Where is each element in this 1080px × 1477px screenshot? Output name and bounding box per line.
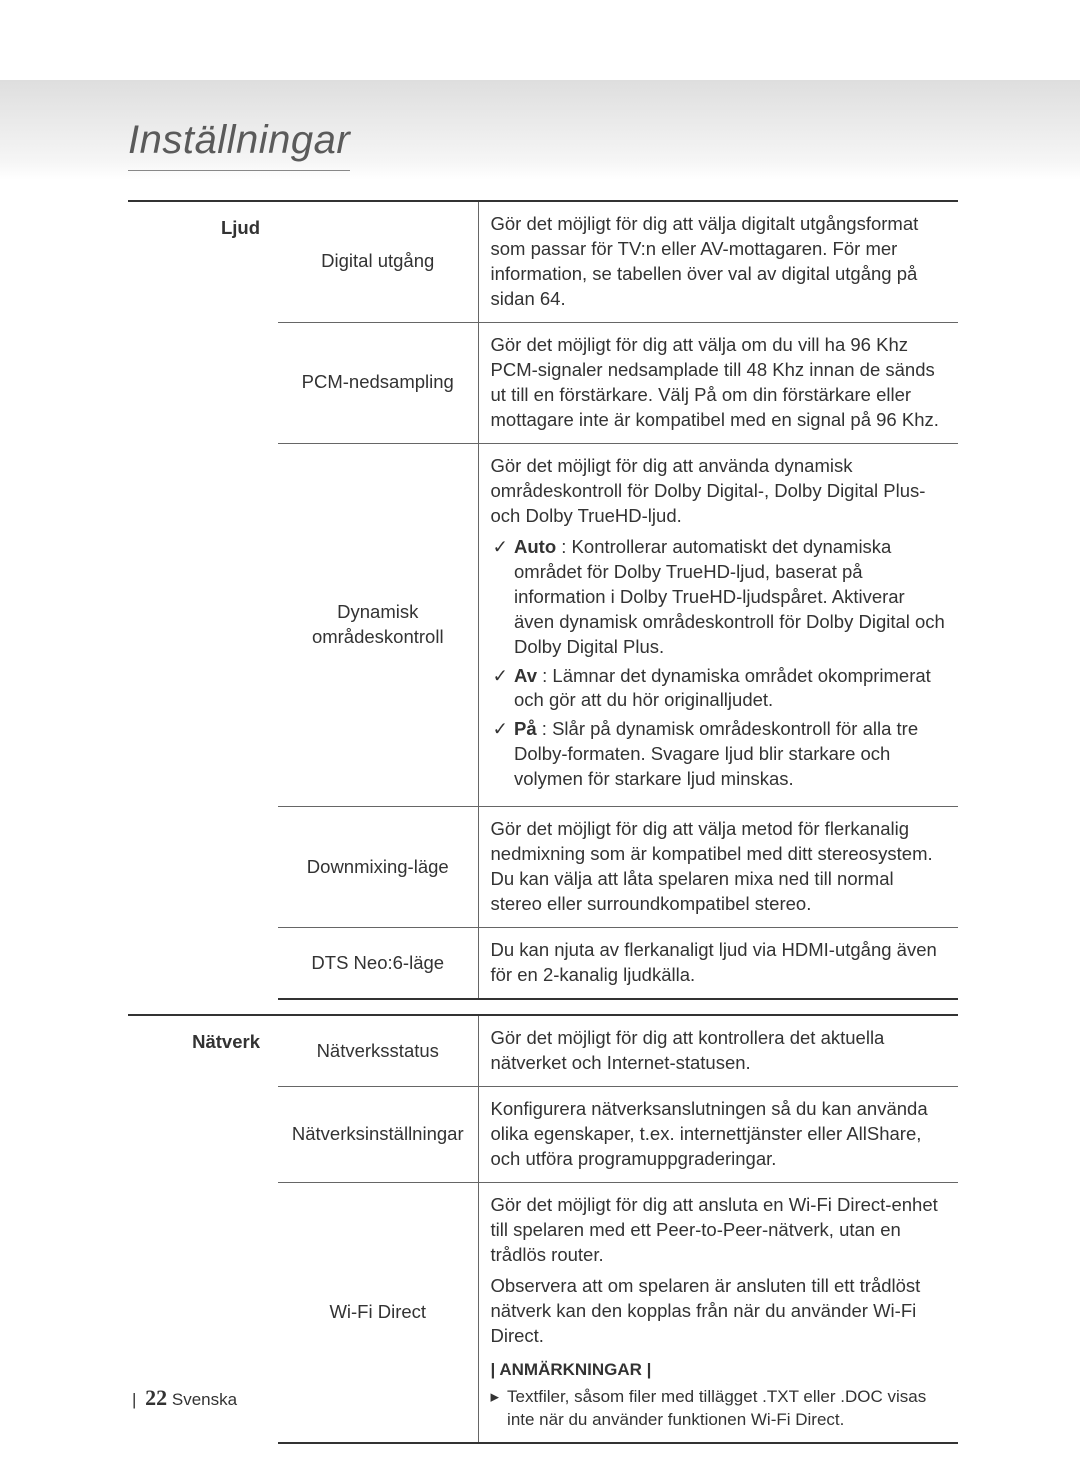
table-row: NätverksinställningarKonfigurera nätverk… xyxy=(128,1087,958,1183)
setting-label: Dynamiskområdeskontroll xyxy=(278,443,478,807)
setting-desc: Du kan njuta av flerkanaligt ljud via HD… xyxy=(478,928,958,999)
table-row: DynamiskområdeskontrollGör det möjligt f… xyxy=(128,443,958,807)
category-empty xyxy=(128,807,278,928)
page-title: Inställningar xyxy=(128,118,350,163)
page-number: 22 xyxy=(145,1385,167,1410)
setting-desc: Gör det möjligt för dig att välja digita… xyxy=(478,201,958,322)
bullet-item: ✓Av : Lämnar det dynamiska området okomp… xyxy=(491,664,947,714)
footer-bar: | xyxy=(132,1390,136,1409)
setting-desc: Konfigurera nätverksanslutningen så du k… xyxy=(478,1087,958,1183)
setting-label: Downmixing-läge xyxy=(278,807,478,928)
setting-label: Wi-Fi Direct xyxy=(278,1183,478,1443)
category-empty xyxy=(128,322,278,443)
setting-label: Digital utgång xyxy=(278,201,478,322)
category-empty xyxy=(128,443,278,807)
table-row: NätverkNätverksstatusGör det möjligt för… xyxy=(128,1015,958,1086)
check-icon: ✓ xyxy=(493,664,509,714)
setting-label: Nätverksstatus xyxy=(278,1015,478,1086)
category-empty xyxy=(128,1087,278,1183)
category-empty xyxy=(128,928,278,999)
footer-lang: Svenska xyxy=(172,1390,237,1409)
table-row: Wi-Fi DirectGör det möjligt för dig att … xyxy=(128,1183,958,1443)
setting-desc: Gör det möjligt för dig att använda dyna… xyxy=(478,443,958,807)
page-footer: | 22 Svenska xyxy=(128,1385,237,1411)
setting-label: DTS Neo:6-läge xyxy=(278,928,478,999)
setting-desc: Gör det möjligt för dig att välja metod … xyxy=(478,807,958,928)
table-row: LjudDigital utgångGör det möjligt för di… xyxy=(128,201,958,322)
category-label: Ljud xyxy=(128,201,278,322)
check-icon: ✓ xyxy=(493,717,509,792)
table-row: DTS Neo:6-lägeDu kan njuta av flerkanali… xyxy=(128,928,958,999)
content-area: LjudDigital utgångGör det möjligt för di… xyxy=(128,200,958,1444)
note-item: ▸Textfiler, såsom filer med tillägget .T… xyxy=(491,1386,947,1432)
table-row: Downmixing-lägeGör det möjligt för dig a… xyxy=(128,807,958,928)
note-header: | ANMÄRKNINGAR | xyxy=(491,1359,947,1382)
setting-desc: Gör det möjligt för dig att välja om du … xyxy=(478,322,958,443)
setting-desc: Gör det möjligt för dig att ansluta en W… xyxy=(478,1183,958,1443)
setting-desc: Gör det möjligt för dig att kontrollera … xyxy=(478,1015,958,1086)
title-underline xyxy=(128,170,350,171)
category-label: Nätverk xyxy=(128,1015,278,1086)
table-row: PCM-nedsamplingGör det möjligt för dig a… xyxy=(128,322,958,443)
setting-label: PCM-nedsampling xyxy=(278,322,478,443)
settings-table: LjudDigital utgångGör det möjligt för di… xyxy=(128,200,958,1444)
check-icon: ✓ xyxy=(493,535,509,660)
bullet-item: ✓Auto : Kontrollerar automatiskt det dyn… xyxy=(491,535,947,660)
bullet-item: ✓På : Slår på dynamisk områdeskontroll f… xyxy=(491,717,947,792)
setting-label: Nätverksinställningar xyxy=(278,1087,478,1183)
triangle-icon: ▸ xyxy=(491,1386,500,1432)
